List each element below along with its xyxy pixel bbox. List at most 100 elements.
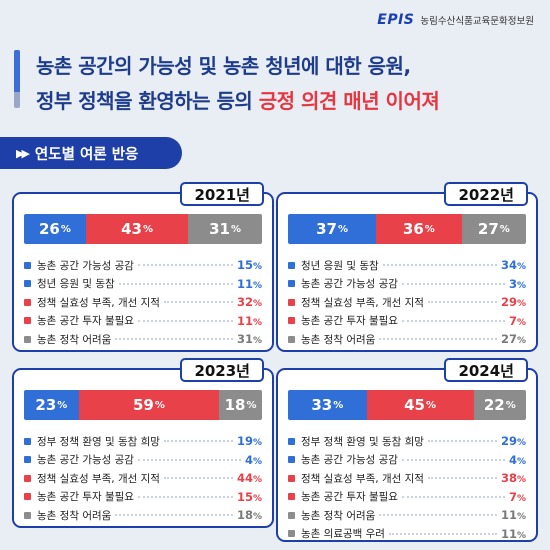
dotted-leader xyxy=(163,477,233,480)
opinion-bar: 26% 43% 31% xyxy=(24,214,262,244)
item-value: 38% xyxy=(501,471,526,485)
dotted-leader xyxy=(388,532,497,535)
bar-segment-neg: 59% xyxy=(78,390,220,420)
percent-sign: % xyxy=(252,336,262,347)
item-number: 29 xyxy=(500,434,517,449)
opinion-list: 정부 정책 환영 및 동참 희망 19% 농촌 공간 가능성 공감 4% 정책 실효성 … xyxy=(24,432,262,525)
dotted-leader xyxy=(401,319,505,322)
opinion-bar: 23% 59% 18% xyxy=(24,390,262,420)
year-card-2023: 2023년 23% 59% 18% 정부 정책 환영 및 동참 희망 19% 농촌 공간 가… xyxy=(12,358,274,528)
item-value: 15% xyxy=(237,258,262,272)
logo: EPIS 농림수산식품교육문화정보원 xyxy=(377,12,534,28)
percent-sign: % xyxy=(516,512,526,523)
list-item: 농촌 정착 어려움 27% xyxy=(288,330,526,349)
double-play-icon: ▶▶ xyxy=(16,146,30,160)
item-value: 27% xyxy=(501,332,526,346)
percent-sign: % xyxy=(426,399,437,411)
segment-value: 22 xyxy=(483,396,505,414)
opinion-bar: 33% 45% 22% xyxy=(288,390,526,420)
item-number: 38 xyxy=(500,471,517,486)
item-label: 정책 실효성 부족, 개선 지적 xyxy=(301,472,424,485)
bar-segment-pos: 23% xyxy=(24,390,79,420)
bullet-square-icon xyxy=(24,437,31,445)
dotted-leader xyxy=(137,264,233,267)
list-item: 농촌 정착 어려움 18% xyxy=(24,506,262,525)
dotted-leader xyxy=(115,338,233,341)
bar-segment-neg: 45% xyxy=(366,390,474,420)
dotted-leader xyxy=(163,301,233,304)
item-number: 18 xyxy=(236,508,253,523)
item-label: 농촌 공간 가능성 공감 xyxy=(37,454,134,467)
percent-sign: % xyxy=(154,399,165,411)
bar-segment-neg: 43% xyxy=(85,214,189,244)
item-number: 11 xyxy=(500,526,517,541)
segment-value: 45 xyxy=(404,396,425,414)
bullet-square-icon xyxy=(24,474,31,482)
bullet-square-icon xyxy=(288,437,295,445)
list-item: 농촌 공간 투자 불필요 11% xyxy=(24,312,262,331)
item-label: 청년 응원 및 동참 xyxy=(301,259,379,272)
percent-sign: % xyxy=(252,299,262,310)
section-tag: ▶▶ 연도별 여론 반응 xyxy=(0,137,182,169)
bar-segment-neu: 18% xyxy=(219,390,262,420)
percent-sign: % xyxy=(60,223,71,235)
item-number: 29 xyxy=(500,295,517,310)
item-number: 11 xyxy=(236,276,253,291)
bar-segment-neg: 36% xyxy=(376,214,462,244)
percent-sign: % xyxy=(57,399,68,411)
item-label: 정책 실효성 부족, 개선 지적 xyxy=(37,296,160,309)
percent-sign: % xyxy=(516,280,526,291)
item-label: 농촌 공간 가능성 공감 xyxy=(301,278,398,291)
percent-sign: % xyxy=(252,475,262,486)
item-label: 정부 정책 환영 및 동참 희망 xyxy=(301,435,424,448)
bar-segment-pos: 26% xyxy=(24,214,86,244)
item-label: 농촌 공간 투자 불필요 xyxy=(37,315,134,328)
item-value: 31% xyxy=(237,332,262,346)
title-plain: 정부 정책을 환영하는 등의 xyxy=(36,89,259,113)
organization-name: 농림수산식품교육문화정보원 xyxy=(420,16,534,27)
item-number: 7 xyxy=(508,313,517,328)
bullet-square-icon xyxy=(24,261,31,269)
list-item: 정책 실효성 부족, 개선 지적 38% xyxy=(288,469,526,488)
percent-sign: % xyxy=(516,317,526,328)
list-item: 청년 응원 및 동참 11% xyxy=(24,275,262,294)
title-highlight: 긍정 의견 매년 이어져 xyxy=(258,89,440,113)
title-accent-bar-top xyxy=(14,50,20,92)
item-label: 정부 정책 환영 및 동참 희망 xyxy=(37,435,160,448)
item-label: 농촌 정착 어려움 xyxy=(301,333,376,346)
item-value: 11% xyxy=(501,508,526,522)
item-number: 31 xyxy=(236,332,253,347)
dotted-leader xyxy=(401,495,505,498)
list-item: 청년 응원 및 동참 34% xyxy=(288,256,526,275)
list-item: 농촌 정착 어려움 11% xyxy=(288,506,526,525)
logo-mark: EPIS xyxy=(377,12,415,28)
page-title-line2: 정부 정책을 환영하는 등의 긍정 의견 매년 이어져 xyxy=(36,85,440,114)
dotted-leader xyxy=(382,264,497,267)
percent-sign: % xyxy=(516,262,526,273)
percent-sign: % xyxy=(424,223,435,235)
dotted-leader xyxy=(115,514,233,517)
bullet-square-icon xyxy=(24,456,31,464)
segment-value: 26 xyxy=(38,220,60,238)
bullet-square-icon xyxy=(24,511,31,519)
item-label: 농촌 공간 투자 불필요 xyxy=(301,315,398,328)
percent-sign: % xyxy=(252,317,262,328)
list-item: 정부 정책 환영 및 동참 희망 19% xyxy=(24,432,262,451)
bullet-square-icon xyxy=(24,493,31,501)
year-label: 2021년 xyxy=(180,182,264,206)
item-number: 44 xyxy=(236,471,253,486)
bullet-square-icon xyxy=(288,530,295,538)
year-card-2021: 2021년 26% 43% 31% 농촌 공간 가능성 공감 15% 청년 응원 및 동참 1… xyxy=(12,182,274,352)
item-value: 15% xyxy=(237,490,262,504)
year-label: 2022년 xyxy=(444,182,528,206)
dotted-leader xyxy=(401,458,505,461)
item-number: 4 xyxy=(244,452,253,467)
bullet-square-icon xyxy=(288,280,295,288)
item-number: 7 xyxy=(508,489,517,504)
item-value: 44% xyxy=(237,471,262,485)
list-item: 농촌 공간 가능성 공감 4% xyxy=(288,451,526,470)
item-label: 청년 응원 및 동참 xyxy=(37,278,115,291)
section-label: 연도별 여론 반응 xyxy=(34,146,139,163)
dotted-leader xyxy=(427,301,497,304)
item-number: 15 xyxy=(236,258,253,273)
